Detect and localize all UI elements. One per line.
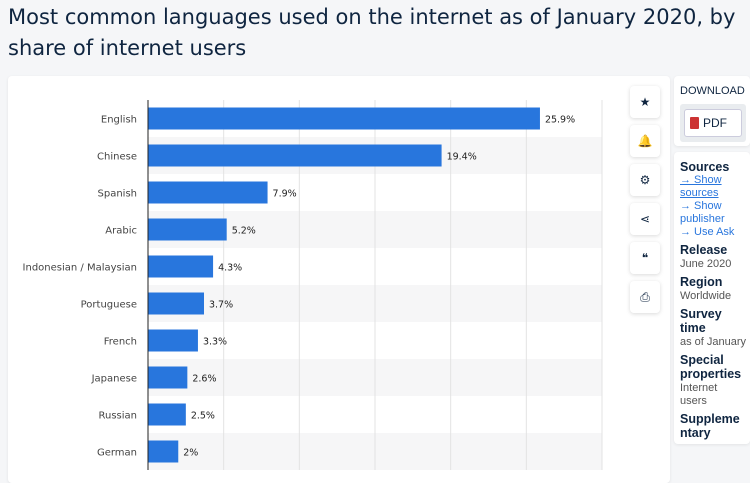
quote-button[interactable]: ❝ [630,242,660,274]
special-properties-title: Special properties [680,353,742,381]
quote-icon: ❝ [641,251,649,265]
survey-time-title: Survey time [680,307,722,335]
data-label: 4.3% [218,263,242,274]
data-label: 2.6% [192,374,216,385]
data-label: 25.9% [545,115,575,126]
download-heading: DOWNLOAD [680,85,745,97]
info-panel: Sources → Show sources → Show publisher … [674,152,750,444]
star-icon: ★ [639,95,651,109]
bar [148,366,188,389]
special-properties-value: Internet users [680,382,718,407]
data-label: 7.9% [273,189,297,200]
pdf-icon [690,117,699,129]
category-label: Indonesian / Malaysian [23,263,137,274]
gear-icon: ⚙ [639,173,651,187]
sources-title: Sources [680,160,730,174]
data-label: 3.3% [203,337,227,348]
show-sources-link[interactable]: → Show sources [680,174,722,199]
bar-chart: English 25.9% Chinese 19.4% Spanish 7.9% Arabi… [23,100,603,470]
category-label: Russian [98,411,137,422]
share-button[interactable]: ⋖ [630,203,660,235]
survey-time-value: as of January [680,336,747,348]
data-label: 2% [183,448,198,459]
data-label: 3.7% [209,300,233,311]
pdf-download-button[interactable]: PDF [684,109,742,137]
print-button[interactable]: ⎙ [630,281,660,313]
bell-button[interactable]: 🔔 [630,125,660,157]
chart-actions: ★ 🔔 ⚙ ⋖ ❝ ⎙ [630,86,660,320]
download-panel: DOWNLOAD PDF [674,76,750,146]
category-label: Spanish [98,189,138,200]
use-ask-link[interactable]: → Use Ask [680,226,735,238]
bar [148,255,214,278]
bar [148,403,186,426]
region-title: Region [680,275,723,289]
category-label: Arabic [105,226,137,237]
bar [148,107,540,130]
category-label: French [104,337,137,348]
data-label: 5.2% [232,226,256,237]
bell-icon: 🔔 [637,134,653,148]
category-label: German [97,448,137,459]
category-label: Portuguese [81,300,137,311]
star-button[interactable]: ★ [630,86,660,118]
category-label: Japanese [91,374,137,385]
data-label: 19.4% [447,152,477,163]
category-label: English [101,115,137,126]
bar [148,181,268,204]
bar [148,329,198,352]
category-label: Chinese [97,152,137,163]
release-value: June 2020 [680,258,732,270]
release-title: Release [680,243,728,257]
show-publisher-link[interactable]: → Show publisher [680,200,725,225]
bar [148,218,227,241]
pdf-label: PDF [703,116,727,130]
supplementary-title: Supplementary [680,412,740,440]
region-value: Worldwide [680,290,732,302]
bar [148,144,442,167]
bar [148,440,179,463]
data-label: 2.5% [191,411,215,422]
print-icon: ⎙ [640,289,650,304]
share-icon: ⋖ [639,212,651,226]
gear-button[interactable]: ⚙ [630,164,660,196]
chart-card: English 25.9% Chinese 19.4% Spanish 7.9% Arabi… [8,76,670,483]
bar [148,292,204,315]
page-title: Most common languages used on the intern… [8,5,736,60]
